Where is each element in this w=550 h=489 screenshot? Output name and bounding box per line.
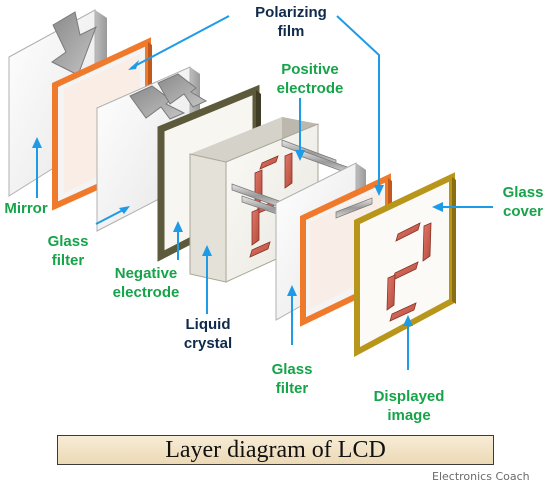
label-positive-electrode-line1: Positive: [281, 61, 339, 78]
label-glass-cover: Glass cover: [496, 183, 550, 221]
displayed-digit-two: [386, 222, 432, 322]
label-negative-electrode-line2: electrode: [112, 284, 180, 301]
label-glass-filter-right: Glass filter: [264, 360, 320, 398]
leader-arrowheads: [32, 60, 443, 326]
label-displayed-image: Displayed image: [361, 387, 457, 425]
label-polarizing-film-line2: film: [277, 23, 305, 40]
label-polarizing-film-line1: Polarizing: [255, 4, 327, 21]
label-glass-filter-left-line1: Glass: [47, 233, 89, 250]
label-mirror: Mirror: [0, 199, 52, 218]
leader-lines: [36, 15, 493, 370]
glass-cover: [354, 172, 456, 358]
label-glass-cover-line2: cover: [502, 203, 544, 220]
label-displayed-image-line1: Displayed: [373, 388, 445, 405]
label-positive-electrode: Positive electrode: [270, 60, 350, 98]
label-displayed-image-line2: image: [387, 407, 431, 424]
label-liquid-crystal: Liquid crystal: [176, 315, 240, 353]
caption-box: Layer diagram of LCD: [57, 435, 494, 465]
leader-polarizing-film-front: [336, 15, 380, 190]
crystal-seven-segment: [249, 152, 293, 258]
label-positive-electrode-line2: electrode: [276, 80, 344, 97]
credit-text: Electronics Coach: [432, 470, 530, 483]
label-glass-filter-left-line2: filter: [51, 252, 85, 269]
label-negative-electrode: Negative electrode: [106, 264, 186, 302]
label-liquid-crystal-line1: Liquid: [185, 316, 231, 333]
label-liquid-crystal-line2: crystal: [183, 335, 233, 352]
leader-glass-filter-left: [95, 208, 126, 225]
label-glass-filter-right-line1: Glass: [271, 361, 313, 378]
caption-title: Layer diagram of LCD: [165, 436, 386, 463]
label-glass-filter-right-line2: filter: [275, 380, 309, 397]
label-glass-cover-line1: Glass: [502, 184, 544, 201]
label-glass-filter-left: Glass filter: [40, 232, 96, 270]
label-mirror-text: Mirror: [4, 200, 48, 217]
label-polarizing-film: Polarizing film: [241, 3, 341, 41]
label-negative-electrode-line1: Negative: [114, 265, 178, 282]
leader-polarizing-film-back: [130, 15, 230, 69]
